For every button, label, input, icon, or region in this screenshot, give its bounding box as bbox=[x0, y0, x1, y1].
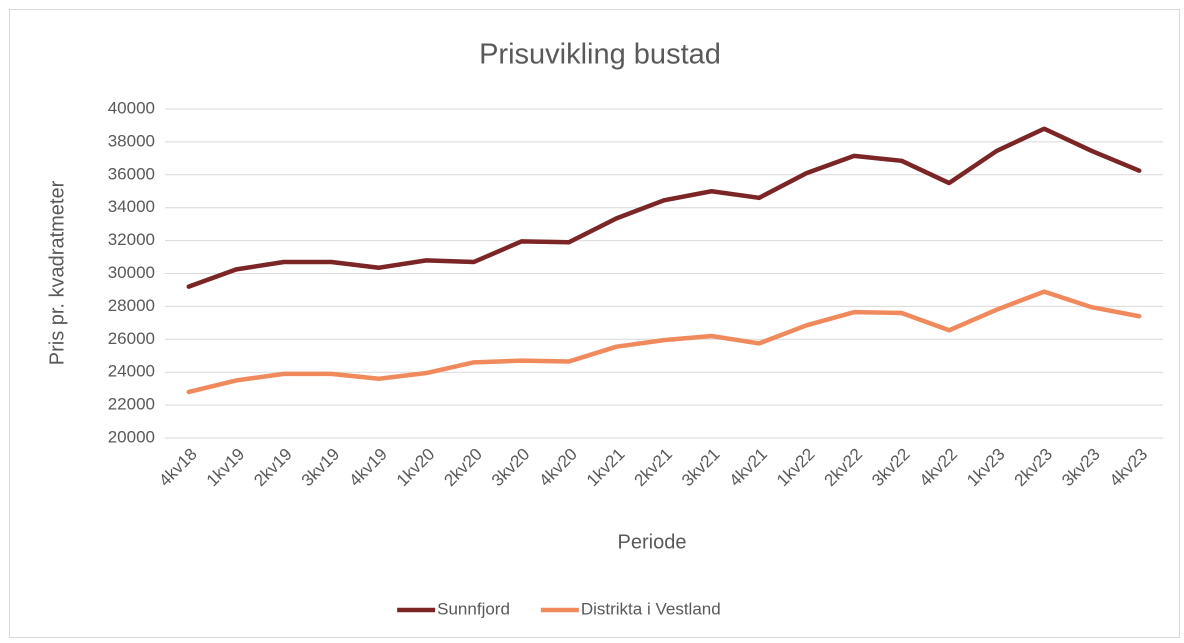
y-tick-label: 32000 bbox=[108, 230, 155, 249]
y-tick-label: 40000 bbox=[108, 98, 155, 117]
y-tick-label: 22000 bbox=[108, 395, 155, 414]
y-tick-label: 26000 bbox=[108, 329, 155, 348]
line bbox=[186, 289, 1142, 395]
legend-label: Sunnfjord bbox=[437, 599, 510, 618]
y-tick-label: 34000 bbox=[108, 197, 155, 216]
line bbox=[186, 126, 1142, 289]
y-axis-label: Pris pr. kvadratmeter bbox=[46, 180, 68, 365]
y-tick-label: 30000 bbox=[108, 263, 155, 282]
chart-frame bbox=[9, 9, 1180, 638]
y-tick-label: 38000 bbox=[108, 131, 155, 150]
y-tick-label: 28000 bbox=[108, 296, 155, 315]
y-tick-label: 36000 bbox=[108, 164, 155, 183]
legend-label: Distrikta i Vestland bbox=[581, 599, 721, 618]
chart-title: Prisuvikling bustad bbox=[479, 39, 721, 71]
y-tick-label: 24000 bbox=[108, 362, 155, 381]
x-axis-label: Periode bbox=[618, 531, 687, 553]
y-tick-label: 20000 bbox=[108, 427, 155, 446]
